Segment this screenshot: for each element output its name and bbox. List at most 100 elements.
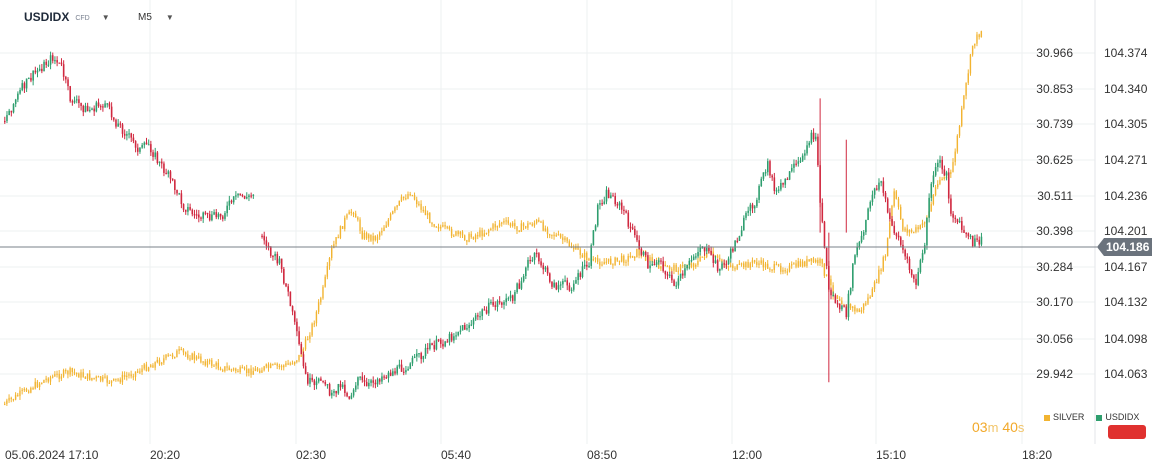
silver-candle-body (727, 266, 730, 268)
silver-candle-body (799, 261, 802, 267)
silver-candle-body (760, 260, 762, 264)
timeframe-selector[interactable]: M5 ▼ (138, 12, 174, 23)
usdidx-candle-body (435, 339, 438, 350)
silver-candle-body (610, 258, 612, 265)
usdidx-candle-body (453, 336, 455, 341)
usdidx-candle-body (32, 70, 34, 81)
usdidx-candle-body (956, 219, 959, 223)
silver-candle-body (254, 368, 257, 371)
sell-button[interactable] (1108, 425, 1146, 439)
silver-candle-body (869, 296, 871, 299)
silver-candle-body (747, 262, 749, 268)
chevron-down-icon[interactable]: ▼ (165, 13, 174, 22)
x-tick-label: 05:40 (441, 448, 471, 462)
usdidx-candle-body (860, 235, 863, 243)
usdidx-candle-body (540, 261, 542, 266)
silver-candle-body (32, 387, 34, 390)
usdidx-candle-body (511, 295, 514, 301)
silver-candle-body (474, 235, 477, 240)
usdidx-candle-body (527, 259, 529, 268)
silver-candle-body (315, 311, 318, 324)
silver-candle-body (923, 222, 926, 224)
usdidx-candle-body (182, 204, 185, 210)
timer-seconds-unit: s (1017, 420, 1025, 435)
silver-candle-body (409, 194, 411, 196)
silver-candle-body (141, 368, 143, 373)
silver-candle-body (245, 368, 248, 373)
usdidx-candle-body (753, 206, 756, 209)
usdidx-candle-body (235, 195, 237, 197)
usdidx-candle-body (634, 229, 636, 236)
silver-candle-body (895, 191, 898, 199)
silver-candle-body (913, 231, 915, 234)
usdidx-candle-body (128, 133, 130, 135)
silver-candle-body (503, 221, 505, 223)
usdidx-candle-body (38, 68, 41, 71)
usdidx-candle-body (269, 246, 272, 256)
usdidx-candle-body (239, 193, 242, 195)
silver-candle-body (579, 249, 581, 255)
silver-candle-body (104, 376, 106, 378)
usdidx-candle-body (727, 258, 730, 265)
usdidx-candle-body (572, 283, 575, 290)
usdidx-candle-body (326, 384, 329, 386)
y-tick-label-usdidx: 104.374 (1104, 46, 1148, 60)
silver-candle-body (313, 323, 315, 325)
symbol-header[interactable]: USDIDX CFD ▼ (24, 10, 110, 24)
silver-candle-body (788, 265, 791, 272)
chevron-down-icon[interactable]: ▼ (101, 12, 110, 22)
usdidx-candle-body (470, 324, 473, 326)
silver-candle-body (374, 236, 376, 241)
silver-candle-body (860, 310, 863, 312)
silver-candle-body (437, 226, 440, 229)
silver-candle-body (119, 379, 121, 383)
usdidx-candle-body (908, 258, 911, 270)
usdidx-candle-body (75, 99, 78, 101)
usdidx-candle-body (307, 373, 309, 384)
silver-candle-body (322, 286, 324, 299)
usdidx-candle-body (150, 144, 152, 153)
usdidx-candle-body (354, 385, 357, 390)
usdidx-candle-body (204, 212, 207, 214)
silver-candle-body (483, 233, 485, 237)
silver-candle-body (740, 263, 743, 265)
usdidx-candle-body (298, 331, 300, 345)
legend-swatch-silver (1044, 414, 1050, 421)
silver-candle-body (392, 211, 394, 214)
silver-candle-body (171, 354, 174, 357)
silver-candle-body (259, 370, 261, 373)
silver-candle-body (398, 200, 400, 206)
legend-swatch-usdidx (1096, 414, 1103, 421)
silver-candle-body (697, 260, 699, 265)
silver-candle-body (378, 232, 381, 237)
usdidx-candle-body (926, 217, 928, 246)
y-tick-label-usdidx: 104.340 (1104, 82, 1148, 96)
usdidx-candle-body (25, 78, 28, 89)
silver-candle-body (544, 228, 547, 231)
usdidx-candle-body (213, 212, 215, 215)
silver-candle-body (376, 236, 379, 241)
silver-candle-body (873, 282, 876, 289)
usdidx-candle-body (389, 372, 392, 376)
silver-candle-body (701, 256, 703, 258)
silver-candle-body (531, 224, 533, 226)
silver-candle-body (878, 269, 880, 283)
usdidx-candle-body (893, 225, 896, 234)
silver-candle-body (836, 295, 839, 299)
silver-candle-body (416, 199, 418, 205)
silver-candle-body (136, 371, 139, 373)
usdidx-candle-body (795, 163, 797, 165)
usdidx-candle-body (309, 377, 311, 384)
usdidx-candle-body (178, 193, 180, 195)
silver-candle-body (596, 258, 599, 262)
usdidx-candle-body (697, 252, 699, 257)
usdidx-candle-body (782, 182, 784, 185)
silver-candle-body (49, 377, 52, 382)
silver-candle-body (256, 368, 259, 371)
usdidx-candle-body (708, 247, 710, 251)
silver-candle-body (732, 265, 734, 269)
usdidx-candle-body (372, 380, 375, 383)
silver-candle-body (407, 194, 409, 199)
silver-candle-body (937, 183, 939, 188)
